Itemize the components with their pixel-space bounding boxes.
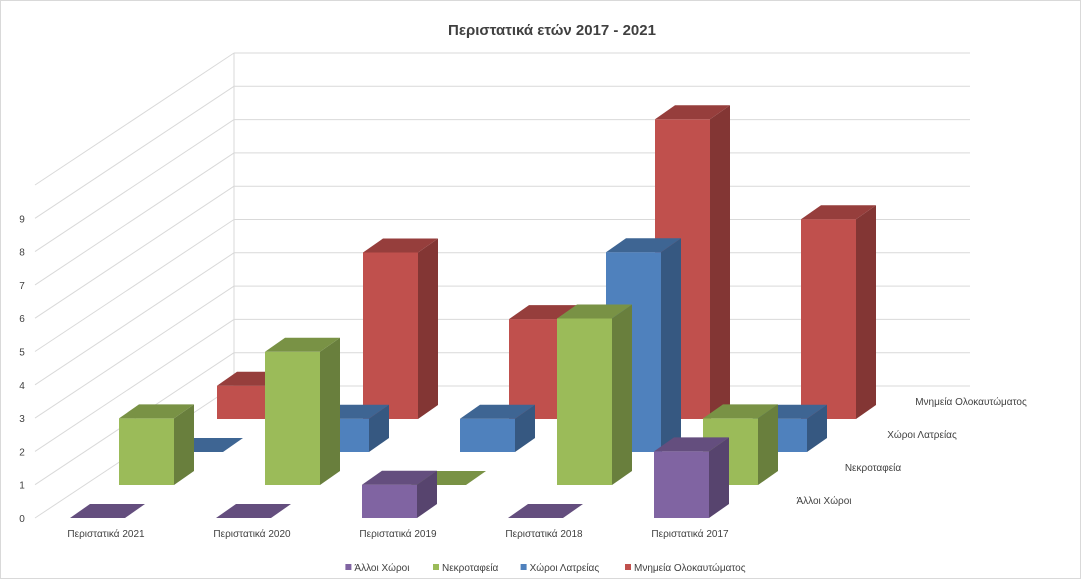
chart-walls — [34, 52, 235, 519]
bar-front — [509, 319, 564, 419]
bar — [557, 304, 632, 485]
legend-label: Νεκροταφεία — [442, 562, 499, 574]
bar-side — [174, 404, 194, 485]
bar — [216, 504, 291, 518]
bar-top — [508, 504, 583, 518]
y-tick-label: 3 — [19, 414, 25, 425]
bar — [801, 205, 876, 419]
x-category-label: Περιστατικά 2021 — [67, 528, 145, 540]
bar-top — [119, 404, 194, 419]
side-wall-gridline — [34, 85, 235, 219]
bar-side — [661, 238, 681, 452]
legend-swatch — [345, 564, 352, 570]
series-axis-label: Νεκροταφεία — [845, 462, 902, 474]
side-wall-gridline — [34, 219, 235, 352]
bar — [362, 470, 437, 518]
bar-front — [362, 484, 417, 518]
y-tick-label: 8 — [19, 248, 25, 259]
bar-side — [709, 437, 729, 518]
bar-top — [606, 238, 681, 253]
bar-side — [418, 238, 438, 419]
x-category-label: Περιστατικά 2019 — [359, 528, 437, 540]
bar-side — [369, 404, 389, 452]
bar — [265, 337, 340, 485]
side-wall-gridline — [34, 152, 235, 286]
side-wall-gridline — [34, 252, 235, 386]
side-wall-gridline — [34, 52, 235, 186]
bar-side — [807, 404, 827, 452]
bar-front — [265, 351, 320, 485]
bar-top — [703, 404, 778, 419]
bar-side — [612, 304, 632, 485]
y-tick-label: 5 — [19, 348, 25, 359]
series-axis-label: Χώροι Λατρείας — [887, 429, 957, 441]
legend-label: Άλλοι Χώροι — [354, 562, 409, 574]
side-wall-gridline — [34, 285, 235, 419]
side-wall-gridline — [34, 185, 235, 319]
legend: Άλλοι Χώροι Νεκροταφεία Χώροι Λατρείας Μνημ… — [345, 562, 746, 574]
y-tick-label: 7 — [19, 281, 25, 292]
legend-item: Μνημεία Ολοκαυτώματος — [625, 562, 746, 574]
bar-side — [515, 404, 535, 452]
series-axis-label: Άλλοι Χώροι — [796, 495, 851, 507]
bar-top — [265, 337, 340, 352]
bar-front — [557, 318, 612, 485]
bar-side — [856, 205, 876, 419]
y-axis-ticks: 0 1 2 3 4 5 6 7 8 9 — [19, 214, 25, 525]
y-tick-label: 1 — [19, 481, 25, 492]
x-category-label: Περιστατικά 2020 — [213, 528, 291, 540]
bar-front — [654, 451, 709, 518]
y-tick-label: 2 — [19, 447, 25, 458]
bar — [508, 504, 583, 518]
x-category-label: Περιστατικά 2017 — [651, 528, 729, 540]
bar — [119, 404, 194, 485]
bar — [460, 404, 535, 452]
y-tick-label: 9 — [19, 214, 25, 225]
bar-side — [320, 337, 340, 485]
y-tick-label: 4 — [19, 381, 25, 392]
bar-top — [654, 437, 729, 452]
series-axis-labels: Άλλοι Χώροι Νεκροταφεία Χώροι Λατρείας Μνημ… — [796, 396, 1026, 507]
legend-label: Μνημεία Ολοκαυτώματος — [634, 562, 746, 574]
bar — [70, 504, 145, 518]
chart-bars — [70, 105, 876, 518]
bar-side — [758, 404, 778, 485]
bar-front — [119, 418, 174, 485]
side-wall-gridline — [34, 119, 235, 253]
bar-front — [801, 219, 856, 419]
bar-front — [460, 418, 515, 452]
y-tick-label: 0 — [19, 514, 25, 525]
bar-top — [460, 404, 535, 419]
legend-label: Χώροι Λατρείας — [530, 562, 600, 574]
chart-title: Περιστατικά ετών 2017 - 2021 — [448, 22, 656, 39]
legend-item: Νεκροταφεία — [433, 562, 499, 574]
bar — [654, 437, 729, 518]
side-wall-gridline — [34, 318, 235, 452]
legend-item: Χώροι Λατρείας — [520, 562, 600, 574]
bar-side — [417, 470, 437, 518]
x-category-label: Περιστατικά 2018 — [505, 528, 583, 540]
legend-swatch — [433, 564, 439, 570]
bar-top — [363, 238, 438, 253]
legend-swatch — [625, 564, 631, 570]
bar-top — [655, 105, 730, 120]
x-axis-labels: Περιστατικά 2021 Περιστατικά 2020 Περιστατ… — [67, 528, 729, 540]
legend-item: Άλλοι Χώροι — [345, 562, 409, 574]
bar-top — [70, 504, 145, 518]
bar — [363, 238, 438, 419]
bar-top — [557, 304, 632, 319]
legend-swatch — [520, 564, 527, 570]
bar-front — [217, 385, 272, 419]
y-tick-label: 6 — [19, 314, 25, 325]
bar-top — [362, 470, 437, 485]
bar-side — [710, 105, 730, 420]
series-axis-label: Μνημεία Ολοκαυτώματος — [915, 396, 1027, 408]
bar-top — [216, 504, 291, 518]
bar-front — [363, 252, 418, 419]
bar-top — [801, 205, 876, 220]
